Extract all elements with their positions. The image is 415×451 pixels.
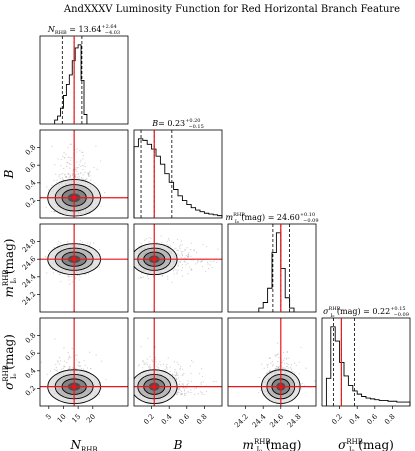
xlabel-B: B (173, 438, 183, 451)
xtick-label-B-3: 0.8 (195, 413, 209, 427)
ytick-label-m-0: 24.2 (21, 290, 38, 307)
xtick-label-N-1: 10 (56, 413, 68, 425)
chart-title: AndXXXV Luminosity Function for Red Hori… (63, 4, 400, 15)
xtick-label-sigma-1: 0.4 (348, 412, 362, 426)
ytick-label-m-3: 24.8 (21, 237, 38, 254)
ylabel-B: B (2, 169, 16, 179)
xtick-label-B-0: 0.2 (142, 413, 156, 427)
panel-frame-B-m (133, 223, 223, 313)
truth-point-m-sigma (278, 384, 283, 389)
truth-point-N-B (72, 195, 77, 200)
ytick-label-sigma-2: 0.6 (24, 349, 38, 363)
xtick-label-m-3: 24.8 (286, 413, 303, 430)
density-panel-N-m (40, 224, 128, 312)
xlabel-sigma: σRHB I₀ (mag) (338, 438, 394, 451)
xtick-label-sigma-2: 0.6 (366, 412, 380, 426)
xtick-label-N-3: 20 (85, 413, 97, 425)
histogram-m (258, 232, 295, 312)
panel-title-N: NRHB = 13.64+2.64 −4.03 (47, 24, 120, 36)
xtick-label-m-0: 24.2 (233, 413, 250, 430)
density-panel-N-B (40, 130, 128, 218)
ylabel-m: mRHBI₀ (mag) (2, 239, 18, 298)
truth-point-B-m (152, 257, 157, 262)
xtick-label-B-2: 0.6 (178, 412, 192, 426)
ytick-label-sigma-3: 0.8 (24, 331, 38, 345)
histogram-B (133, 138, 223, 218)
panel-frame-B-sigma (133, 317, 223, 407)
histogram-sigma (325, 326, 411, 406)
hist-frame-sigma (321, 317, 411, 407)
xlabel-N: NRHB (69, 438, 97, 451)
ytick-label-m-2: 24.6 (21, 255, 38, 272)
ytick-label-B-0: 0.2 (24, 196, 38, 210)
ytick-label-sigma-1: 0.4 (24, 366, 38, 380)
xtick-label-B-1: 0.4 (160, 412, 174, 426)
ytick-label-B-1: 0.4 (24, 178, 38, 192)
ytick-label-sigma-0: 0.2 (24, 384, 38, 398)
ylabel-sigma: σRHBI₀ (mag) (2, 334, 18, 390)
truth-point-N-sigma (72, 384, 77, 389)
panel-frame-m-sigma (227, 317, 317, 407)
density-panel-B-sigma (134, 318, 222, 406)
panel-frame-N-B (39, 129, 129, 219)
truth-point-N-m (72, 257, 77, 262)
plot-area: NRHB = 13.64+2.64 −4.03 B= 0.23+0.20 −0.15 m… (2, 24, 411, 451)
ytick-label-B-2: 0.6 (24, 161, 38, 175)
truth-point-B-sigma (152, 384, 157, 389)
panel-frame-N-sigma (39, 317, 129, 407)
density-panel-m-sigma (228, 318, 316, 406)
ytick-label-m-1: 24.4 (21, 272, 38, 289)
ytick-label-B-3: 0.8 (24, 143, 38, 157)
panel-title-m: mRHB I₀ (mag) = 24.60+0.10 −0.09 (225, 212, 318, 225)
xtick-label-m-1: 24.4 (251, 412, 268, 429)
xtick-label-N-2: 15 (70, 413, 82, 425)
density-panel-B-m (134, 224, 222, 312)
panel-title-B: B= 0.23+0.20 −0.15 (151, 118, 204, 130)
panel-frame-N-m (39, 223, 129, 313)
density-panel-N-sigma (40, 318, 128, 406)
xtick-label-sigma-0: 0.2 (330, 413, 344, 427)
xlabel-m: mRHB I₀ (mag) (243, 438, 302, 451)
xtick-label-N-0: 5 (44, 413, 53, 422)
xtick-label-sigma-3: 0.8 (383, 413, 397, 427)
hist-frame-m (227, 223, 317, 313)
xtick-label-m-2: 24.6 (268, 412, 285, 429)
hist-frame-N (39, 35, 129, 125)
histogram-N (54, 44, 88, 124)
panel-title-sigma: σRHB I₀ (mag) = 0.22+0.15 −0.09 (323, 306, 409, 319)
